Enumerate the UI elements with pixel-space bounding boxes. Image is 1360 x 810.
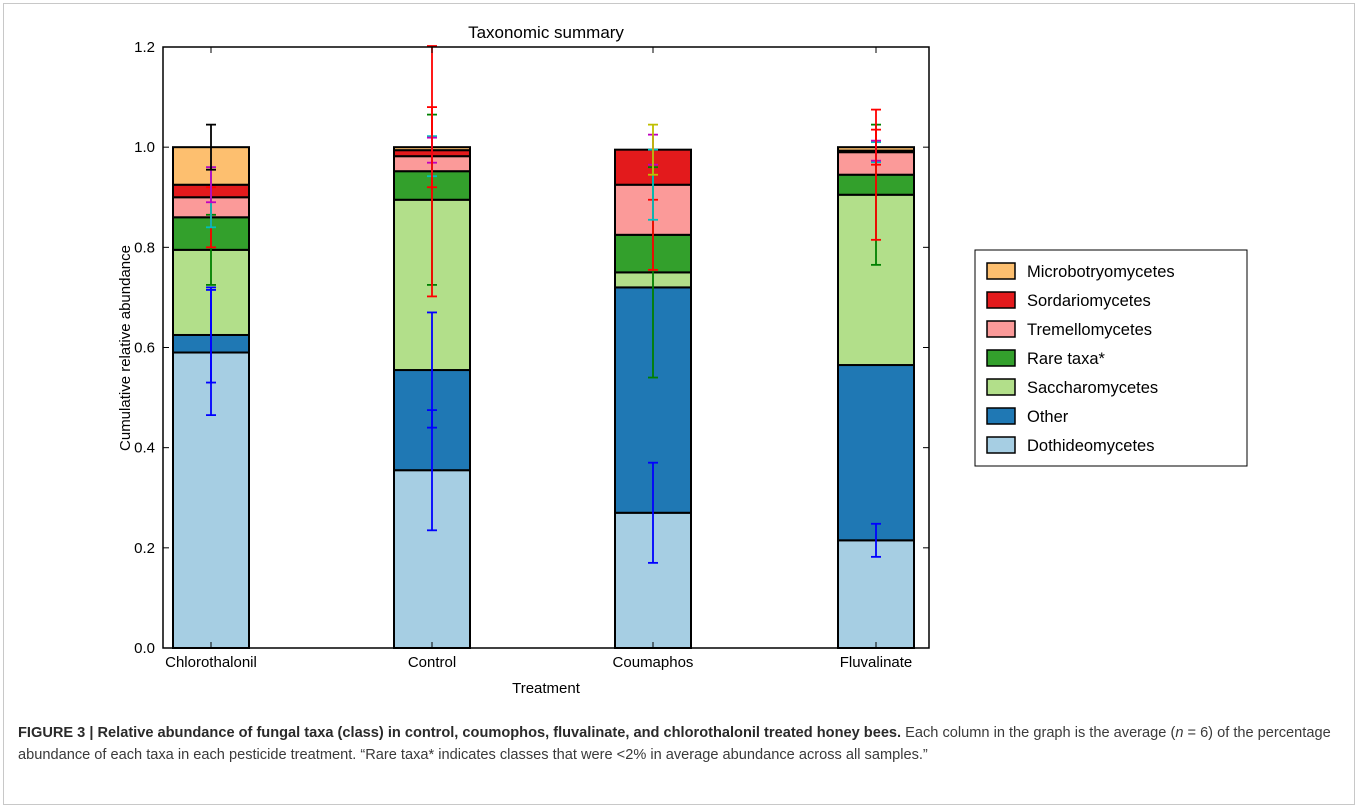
x-axis-label: Treatment <box>512 680 581 697</box>
legend-label: Rare taxa* <box>1027 350 1106 368</box>
legend-swatch <box>986 349 1016 367</box>
stacked-bar-chart: Taxonomic summary Cumulative relative ab… <box>117 23 1248 697</box>
legend-box <box>974 249 1248 467</box>
legend-swatch <box>986 378 1016 396</box>
legend-label: Saccharomycetes <box>1027 379 1158 397</box>
legend-swatch <box>986 436 1016 454</box>
legend-label: Microbotryomycetes <box>1027 263 1175 281</box>
y-tick-label: 1.2 <box>134 39 155 56</box>
legend-label: Other <box>1027 408 1069 426</box>
y-tick-label: 0.2 <box>134 540 155 557</box>
legend-swatch <box>986 407 1016 425</box>
figure-caption: FIGURE 3 | Relative abundance of fungal … <box>18 722 1338 766</box>
figure-frame <box>3 3 1355 805</box>
x-tick-label: Control <box>408 654 456 671</box>
legend-label: Dothideomycetes <box>1027 437 1154 455</box>
y-tick-label: 1.0 <box>134 139 155 156</box>
x-axis: Chlorothalonil Control Coumaphos Fluvalinat… <box>165 47 912 671</box>
x-tick-label: Coumaphos <box>613 654 694 671</box>
x-tick-label: Chlorothalonil <box>165 654 257 671</box>
y-tick-label: 0.8 <box>134 239 155 256</box>
y-axis: 0.0 0.2 0.4 0.6 0.8 1.0 1.2 <box>134 39 929 657</box>
caption-lead: FIGURE 3 | Relative abundance of fungal … <box>18 725 902 741</box>
y-axis-label: Cumulative relative abundance <box>117 245 134 451</box>
caption-n: n <box>1175 725 1184 741</box>
bars-layer <box>172 146 915 650</box>
legend-label: Sordariomycetes <box>1027 292 1151 310</box>
legend-swatch <box>986 320 1016 338</box>
bar-segment <box>837 539 915 650</box>
chart-title: Taxonomic summary <box>468 23 624 42</box>
y-tick-label: 0.4 <box>134 440 155 457</box>
bar-segment <box>837 364 915 542</box>
x-tick-label: Fluvalinate <box>840 654 913 671</box>
error-bars-layer <box>206 45 881 564</box>
legend-swatch <box>986 262 1016 280</box>
y-tick-label: 0.6 <box>134 340 155 357</box>
legend: Microbotryomycetes Sordariomycetes Tremell… <box>974 249 1248 467</box>
caption-body-a: Each column in the graph is the average … <box>901 725 1176 741</box>
y-tick-label: 0.0 <box>134 640 155 657</box>
legend-label: Tremellomycetes <box>1027 321 1152 339</box>
plot-area <box>162 46 930 649</box>
legend-swatch <box>986 291 1016 309</box>
caption-body-b: = 6) of the percentage abundance of each… <box>18 725 1331 763</box>
